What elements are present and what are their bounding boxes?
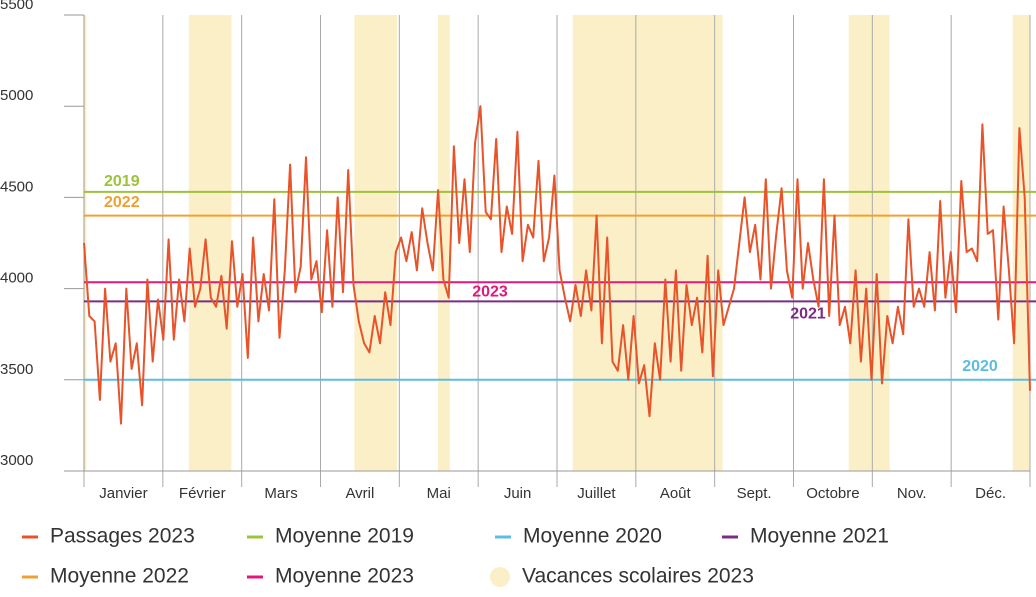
x-tick-label: Déc.: [975, 485, 1006, 502]
data-line: [83, 105, 1031, 425]
x-tick-label: Février: [179, 485, 226, 502]
holiday-band: [188, 15, 232, 471]
y-tick-label: 5000: [0, 87, 33, 104]
y-tick-label: 4500: [0, 178, 33, 195]
average-label: 2022: [104, 194, 140, 211]
legend-label: Moyenne 2020: [523, 525, 662, 548]
y-tick-label: 5500: [0, 0, 33, 13]
x-tick-label: Janvier: [99, 485, 147, 502]
x-tick-label: Avril: [345, 485, 374, 502]
average-label: 2021: [790, 306, 826, 323]
x-tick-label: Mai: [427, 485, 451, 502]
average-label: 2023: [472, 283, 508, 300]
legend-label: Passages 2023: [50, 525, 195, 548]
x-tick-label: Mars: [264, 485, 297, 502]
legend-label: Moyenne 2021: [750, 525, 889, 548]
y-tick-label: 4000: [0, 270, 33, 287]
holiday-band: [848, 15, 890, 471]
x-tick-label: Nov.: [897, 485, 927, 502]
x-tick-label: Octobre: [806, 485, 859, 502]
legend-label: Moyenne 2019: [275, 525, 414, 548]
legend-label: Vacances scolaires 2023: [522, 565, 754, 588]
average-label: 2020: [962, 358, 998, 375]
holiday-band: [1012, 15, 1030, 471]
x-tick-label: Juin: [504, 485, 532, 502]
x-tick-label: Juillet: [577, 485, 616, 502]
y-tick-label: 3500: [0, 361, 33, 378]
legend-swatch: [490, 567, 510, 587]
holiday-band: [437, 15, 450, 471]
holiday-band: [84, 15, 87, 471]
x-tick-label: Août: [660, 485, 692, 502]
y-tick-label: 3000: [0, 452, 33, 469]
holiday-band: [354, 15, 397, 471]
legend-label: Moyenne 2023: [275, 565, 414, 588]
x-tick-label: Sept.: [737, 485, 772, 502]
average-label: 2019: [104, 173, 140, 190]
legend-label: Moyenne 2022: [50, 565, 189, 588]
